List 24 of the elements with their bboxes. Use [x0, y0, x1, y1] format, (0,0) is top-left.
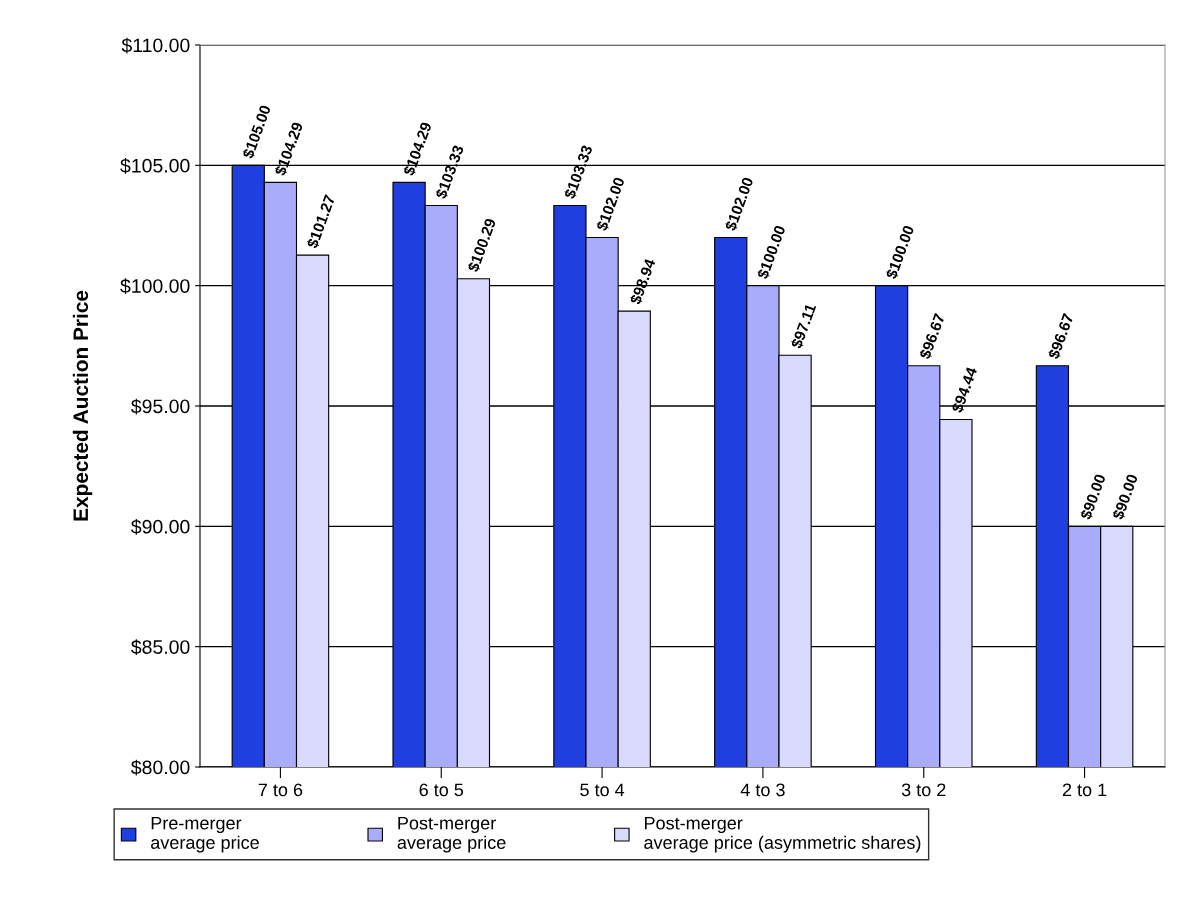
- data-label: $96.67: [1047, 312, 1075, 361]
- x-tick-label: 5 to 4: [580, 783, 625, 797]
- legend-label: Post-merger average price (asymmetric shares): [644, 816, 921, 853]
- data-label: $90.00: [1111, 473, 1139, 521]
- x-tick-label: 3 to 2: [901, 783, 946, 797]
- y-tick-label: $90.00: [131, 518, 190, 535]
- y-tick-label: $105.00: [120, 157, 190, 174]
- legend-label: Pre-merger average price: [151, 816, 259, 853]
- data-label: $98.94: [629, 257, 657, 306]
- x-tick-label: 7 to 6: [258, 783, 303, 797]
- y-tick-label: $100.00: [120, 278, 190, 295]
- data-label: $96.67: [918, 312, 946, 361]
- y-tick-label: $85.00: [131, 639, 190, 656]
- y-tick-label: $110.00: [121, 37, 190, 54]
- x-tick-label: 4 to 3: [740, 783, 785, 797]
- data-label: $90.00: [1079, 473, 1107, 521]
- legend-label: Post-merger average price: [397, 816, 506, 853]
- data-label: $97.11: [790, 302, 818, 350]
- y-axis-title: Expected Auction Price: [72, 290, 93, 521]
- y-tick-label: $95.00: [131, 398, 190, 415]
- x-tick-label: 6 to 5: [419, 783, 464, 797]
- x-tick-label: 2 to 1: [1062, 783, 1107, 797]
- y-tick-label: $80.00: [131, 759, 190, 776]
- data-label: $94.44: [950, 365, 979, 414]
